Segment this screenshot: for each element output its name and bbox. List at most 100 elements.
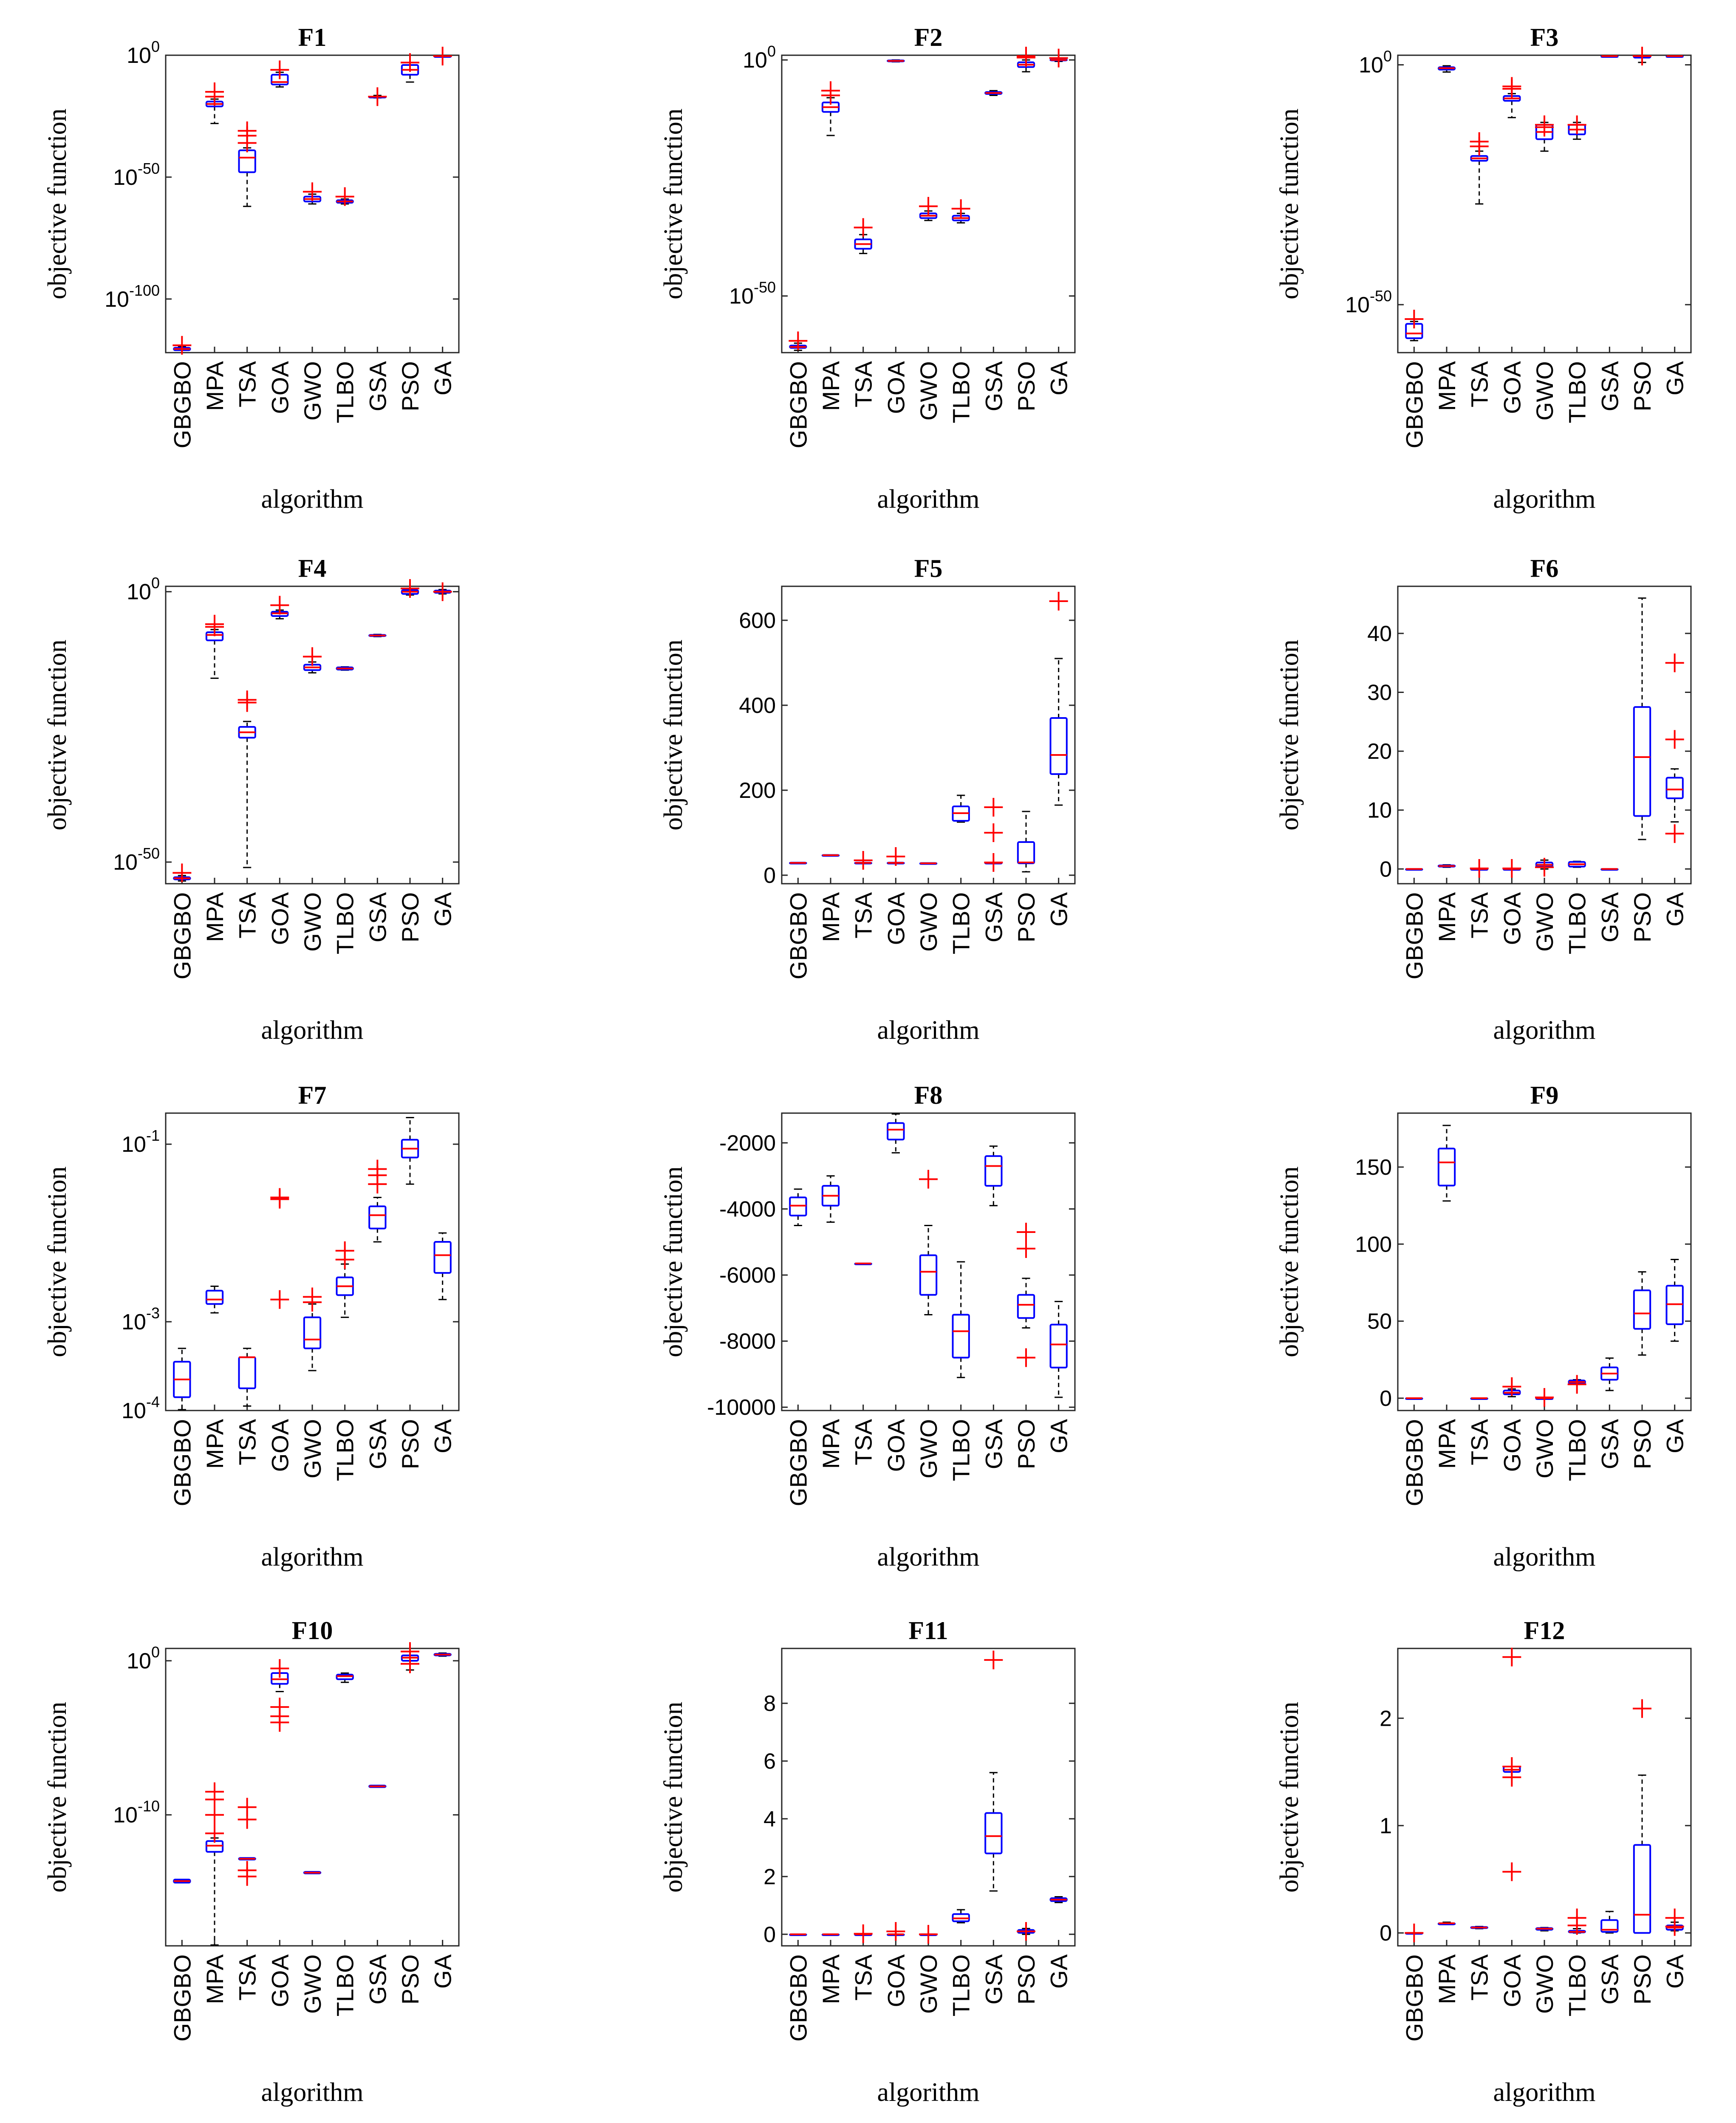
x-tick-label-gwo: GWO [1531, 1419, 1558, 1478]
x-tick-label-gwo: GWO [299, 1954, 326, 2014]
box-tsa [854, 1924, 873, 1943]
box-tlbo [951, 199, 970, 223]
x-tick-label-pso: PSO [397, 892, 424, 942]
y-tick-label: 10-10 [113, 1798, 160, 1828]
x-tick-label-tlbo: TLBO [948, 892, 975, 954]
x-axis-label: algorithm [877, 485, 979, 514]
box-ga [433, 47, 452, 65]
panel-title: F10 [292, 1617, 333, 1645]
x-tick-label-goa: GOA [882, 1419, 909, 1472]
outlier-marker [1535, 1388, 1554, 1407]
outlier-marker [1502, 1377, 1521, 1396]
x-axis-label: algorithm [261, 1543, 363, 1572]
iqr-box [368, 1205, 387, 1230]
box-mpa [1437, 1921, 1456, 1925]
y-tick-label: 0 [1380, 1386, 1392, 1411]
iqr-box [1049, 1323, 1068, 1368]
outlier-marker [270, 1659, 289, 1678]
panel-f3: F3 100 10-50 GBGBO MPA TSA GOA GWO TLBO GSA PSO GA o… [1275, 23, 1692, 514]
axes-frame [1397, 54, 1692, 353]
box-goa [1502, 77, 1521, 119]
outlier-marker [1405, 1923, 1424, 1942]
iqr-box [205, 1289, 224, 1305]
x-tick-label-mpa: MPA [817, 892, 844, 942]
x-tick-label-mpa: MPA [817, 1419, 844, 1469]
x-tick-label-gwo: GWO [299, 892, 326, 952]
box-gbgbo [173, 1348, 191, 1411]
outlier-marker [237, 121, 257, 140]
box-tsa [237, 1798, 257, 1886]
x-tick-label-tlbo: TLBO [948, 1419, 975, 1481]
iqr-box [1665, 777, 1684, 800]
x-tick-label-mpa: MPA [201, 892, 228, 942]
iqr-box [303, 1316, 322, 1349]
box-pso [1633, 1271, 1651, 1356]
outlier-marker [1502, 77, 1521, 96]
box-gbgbo [172, 336, 192, 355]
x-tick-label-gbgbo: GBGBO [785, 1954, 811, 2041]
outlier-marker [1567, 1908, 1586, 1928]
y-tick-label: 1 [1380, 1814, 1392, 1838]
box-ga [1665, 653, 1684, 843]
box-tlbo [335, 1241, 354, 1318]
outlier-marker [1665, 824, 1684, 843]
x-tick-label-tsa: TSA [234, 361, 261, 407]
x-tick-label-pso: PSO [1629, 361, 1656, 411]
x-tick-label-tsa: TSA [1466, 1954, 1493, 2001]
box-gwo [919, 197, 938, 221]
panel-f6: F6 0 10 20 30 40 GBGBO MPA TSA GOA GWO TLBO GSA PSO GA… [1275, 554, 1692, 1045]
outlier-marker [303, 1287, 322, 1306]
outlier-marker [270, 1290, 289, 1309]
outlier-marker [401, 579, 419, 598]
iqr-box [984, 1155, 1003, 1187]
box-mpa [821, 1933, 840, 1936]
box-gbgbo [1405, 1923, 1424, 1942]
box-tlbo [336, 666, 354, 671]
iqr-box [1633, 706, 1651, 817]
panel-f10: F10 100 10-10 GBGBO MPA TSA GOA GWO TLBO GSA PSO GA… [43, 1617, 460, 2107]
x-tick-label-ga: GA [430, 1419, 456, 1453]
y-tick-label: 10-50 [113, 845, 160, 875]
x-tick-label-ga: GA [1662, 1954, 1688, 1989]
x-tick-label-gbgbo: GBGBO [785, 1419, 811, 1506]
box-pso [1633, 1699, 1651, 1934]
y-tick-label: 10-50 [729, 279, 776, 309]
outlier-marker [1017, 1922, 1035, 1941]
y-axis-label: objective function [659, 1702, 688, 1892]
x-tick-label-goa: GOA [1499, 1954, 1525, 2007]
x-tick-label-goa: GOA [1499, 1419, 1525, 1472]
box-pso [401, 1117, 419, 1185]
outlier-marker [1049, 592, 1068, 611]
outlier-marker [984, 798, 1003, 817]
y-tick-label: 30 [1367, 681, 1392, 705]
box-gwo [1535, 858, 1554, 877]
box-goa [886, 847, 905, 866]
y-axis-label: objective function [1275, 639, 1304, 830]
outlier-marker [1535, 858, 1554, 877]
x-tick-label-ga: GA [430, 361, 456, 396]
iqr-box [1633, 1289, 1651, 1330]
x-tick-label-tsa: TSA [850, 361, 877, 407]
outlier-marker [1017, 1239, 1035, 1258]
x-tick-label-gwo: GWO [915, 1954, 942, 2014]
box-tsa [1470, 1926, 1488, 1930]
iqr-box [1017, 841, 1035, 864]
box-tlbo [1567, 1908, 1586, 1935]
box-gwo [303, 647, 322, 674]
y-axis-label: objective function [43, 1166, 72, 1357]
y-tick-label: 200 [739, 778, 776, 803]
x-tick-label-tlbo: TLBO [332, 1954, 359, 2016]
x-axis-label: algorithm [261, 2078, 363, 2107]
box-ga [433, 1232, 452, 1300]
box-pso [401, 53, 419, 83]
panel-f1: F1 100 10-50 10-100 GBGBO MPA TSA GOA GWO TLBO GSA… [43, 23, 460, 514]
y-tick-label: -8000 [719, 1329, 776, 1354]
y-tick-label: 150 [1355, 1155, 1392, 1180]
box-tsa [237, 121, 257, 207]
x-tick-label-gsa: GSA [364, 1954, 391, 2004]
y-tick-label: 100 [127, 38, 160, 68]
box-tlbo [335, 187, 354, 206]
outlier-marker [886, 1922, 905, 1941]
box-gwo [303, 182, 322, 205]
box-goa [270, 596, 289, 619]
